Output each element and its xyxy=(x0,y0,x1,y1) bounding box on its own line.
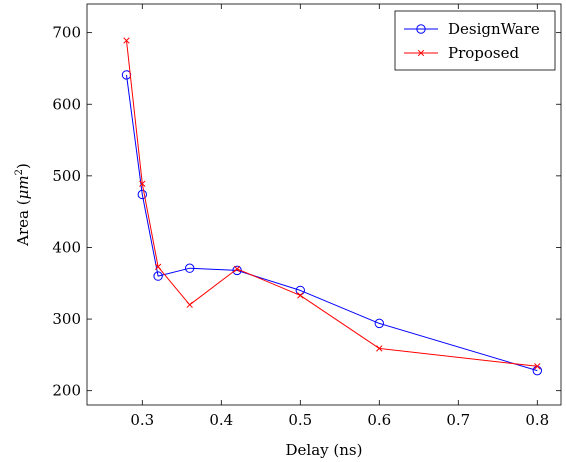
data-point-circle xyxy=(374,318,384,329)
y-tick-label: 200 xyxy=(52,382,81,400)
data-point-cross xyxy=(534,363,541,370)
y-tick-label: 400 xyxy=(52,238,81,256)
data-point-circle xyxy=(416,24,426,34)
series-line-designware xyxy=(126,74,538,372)
y-tick-label: 600 xyxy=(52,95,81,113)
x-axis-label: Delay (ns) xyxy=(286,441,363,459)
x-tick-label: 0.8 xyxy=(525,411,549,429)
plot-frame xyxy=(86,3,562,406)
legend-label: DesignWare xyxy=(448,20,540,38)
legend-box xyxy=(394,10,556,71)
y-axis-label-unit-exp: 2 xyxy=(14,169,25,175)
legend-label: Proposed xyxy=(448,44,520,62)
data-point-cross xyxy=(297,292,304,299)
data-point-cross xyxy=(123,37,130,44)
x-tick-label: 0.5 xyxy=(288,411,312,429)
x-tick-label: 0.4 xyxy=(209,411,233,429)
data-point-cross xyxy=(376,345,383,352)
data-point-cross xyxy=(186,301,193,308)
y-tick-label: 300 xyxy=(52,310,81,328)
y-axis-label-prefix: Area ( xyxy=(14,199,32,246)
data-point-cross xyxy=(417,49,425,57)
y-tick-label: 500 xyxy=(52,167,81,185)
x-tick-label: 0.7 xyxy=(446,411,470,429)
y-axis-label: Area (μm2) xyxy=(14,163,32,247)
data-point-circle xyxy=(137,189,148,200)
y-axis-label-unit-base: μm xyxy=(14,175,32,199)
data-point-circle xyxy=(532,365,542,376)
data-point-circle xyxy=(185,263,195,273)
x-tick-label: 0.3 xyxy=(130,411,154,429)
data-point-cross xyxy=(154,263,162,270)
series-line-proposed xyxy=(126,40,538,367)
plot-area: 0.3 0.4 0.5 0.6 0.7 0.8 200 300 400 500 600 700 xyxy=(52,3,562,429)
data-point-circle xyxy=(153,271,163,281)
data-point-cross xyxy=(139,180,146,187)
legend: DesignWare Proposed xyxy=(394,10,556,71)
data-point-cross xyxy=(233,265,241,273)
data-point-circle xyxy=(295,285,305,296)
y-tick-label: 700 xyxy=(52,24,81,42)
y-axis-label-suffix: ) xyxy=(14,163,32,169)
x-tick-label: 0.6 xyxy=(367,411,391,429)
